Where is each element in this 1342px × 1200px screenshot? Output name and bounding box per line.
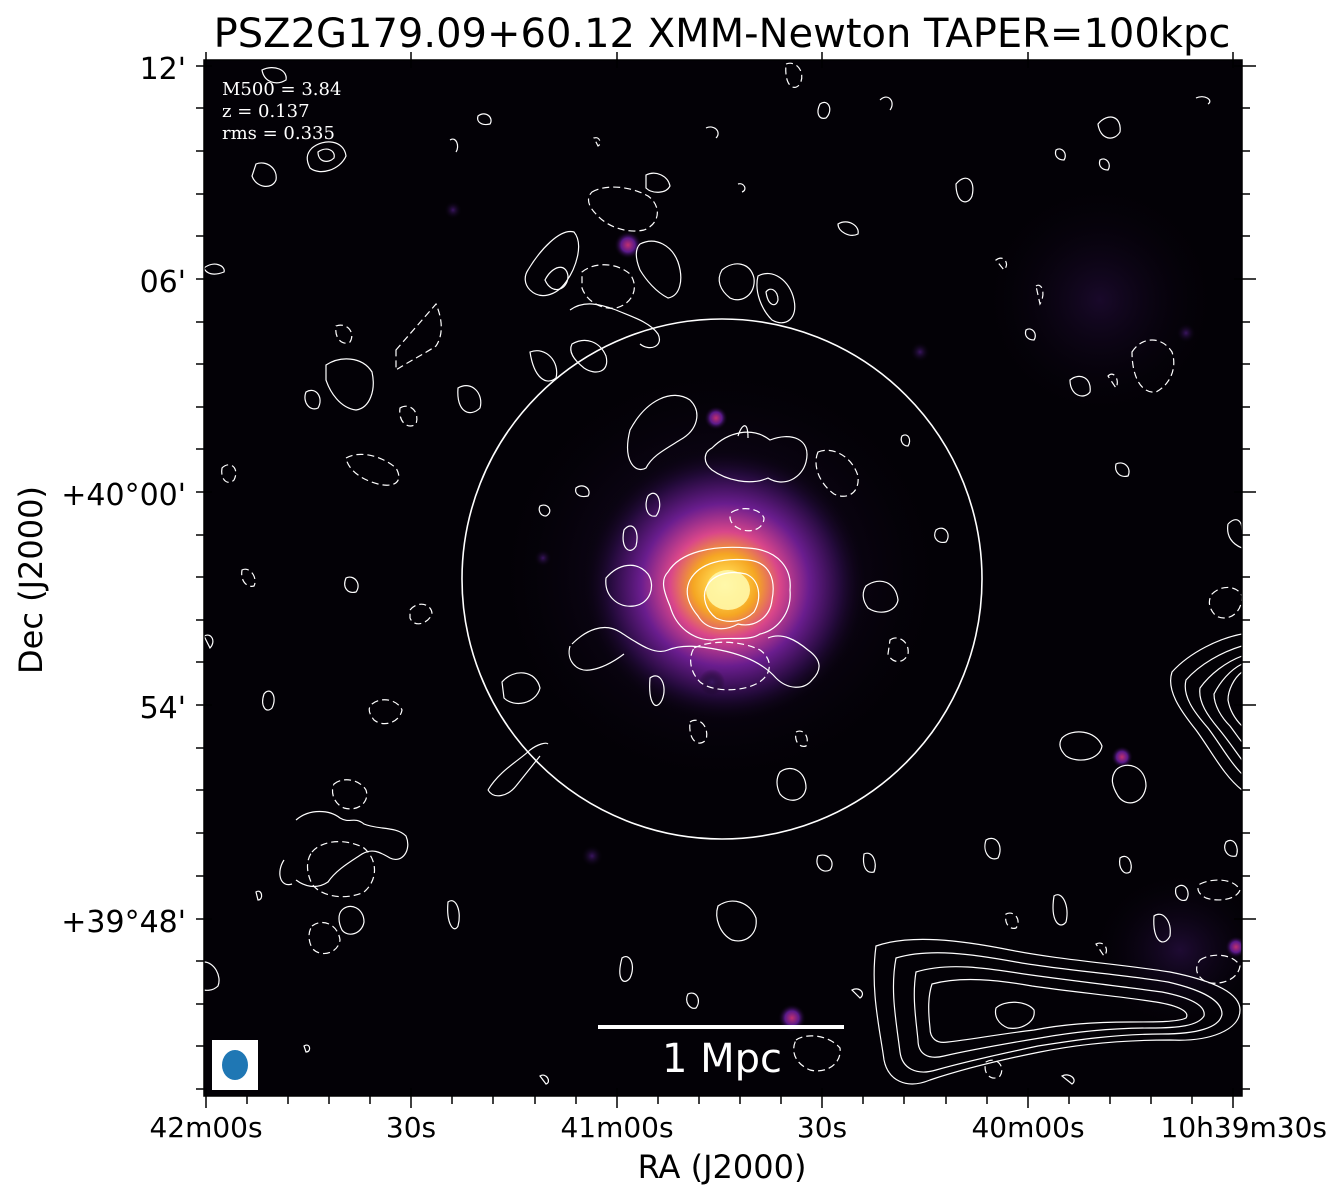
y-axis-label: Dec (J2000) [12,486,50,674]
xtick-label: 10h39m30s [1161,1111,1328,1144]
radio-contours-negative [221,62,1242,1079]
r500-circle [461,318,983,840]
ytick-label: 06' [140,265,186,300]
point-source [581,845,603,867]
point-source [534,549,552,567]
axis-ticks [196,52,1256,1108]
xtick-label: 42m00s [149,1111,262,1144]
ytick-label: +40°00' [61,478,186,513]
point-source [1225,936,1242,958]
plot-frame [203,59,1243,1097]
info-rms: rms = 0.335 [222,123,335,144]
cluster-core [706,570,750,610]
point-source [910,342,930,362]
plot-title: PSZ2G179.09+60.12 XMM-Newton TAPER=100kp… [214,11,1231,57]
point-source [1176,323,1196,343]
point-source [614,231,642,259]
xtick-label: 30s [797,1111,847,1144]
point-source [704,406,728,430]
radio-contours [204,67,1242,1085]
xtick-label: 30s [386,1111,436,1144]
xtick-label: 40m00s [971,1111,1084,1144]
x-axis-label: RA (J2000) [638,1148,807,1186]
scalebar-label: 1 Mpc [662,1036,782,1082]
info-m500: M500 = 3.84 [222,79,341,100]
image-panel: M500 = 3.84 z = 0.137 rms = 0.335 1 Mpc [204,60,1242,1096]
info-redshift: z = 0.137 [222,101,310,122]
beam-ellipse [222,1050,248,1080]
faint-emission [1090,870,1242,1030]
ytick-label: 54' [140,691,186,726]
point-source [699,669,725,695]
point-source [444,201,462,219]
xtick-label: 41m00s [560,1111,673,1144]
ytick-label: 12' [140,52,186,87]
faint-emission [980,180,1220,420]
point-source [1111,746,1133,768]
ytick-label: +39°48' [61,905,186,940]
